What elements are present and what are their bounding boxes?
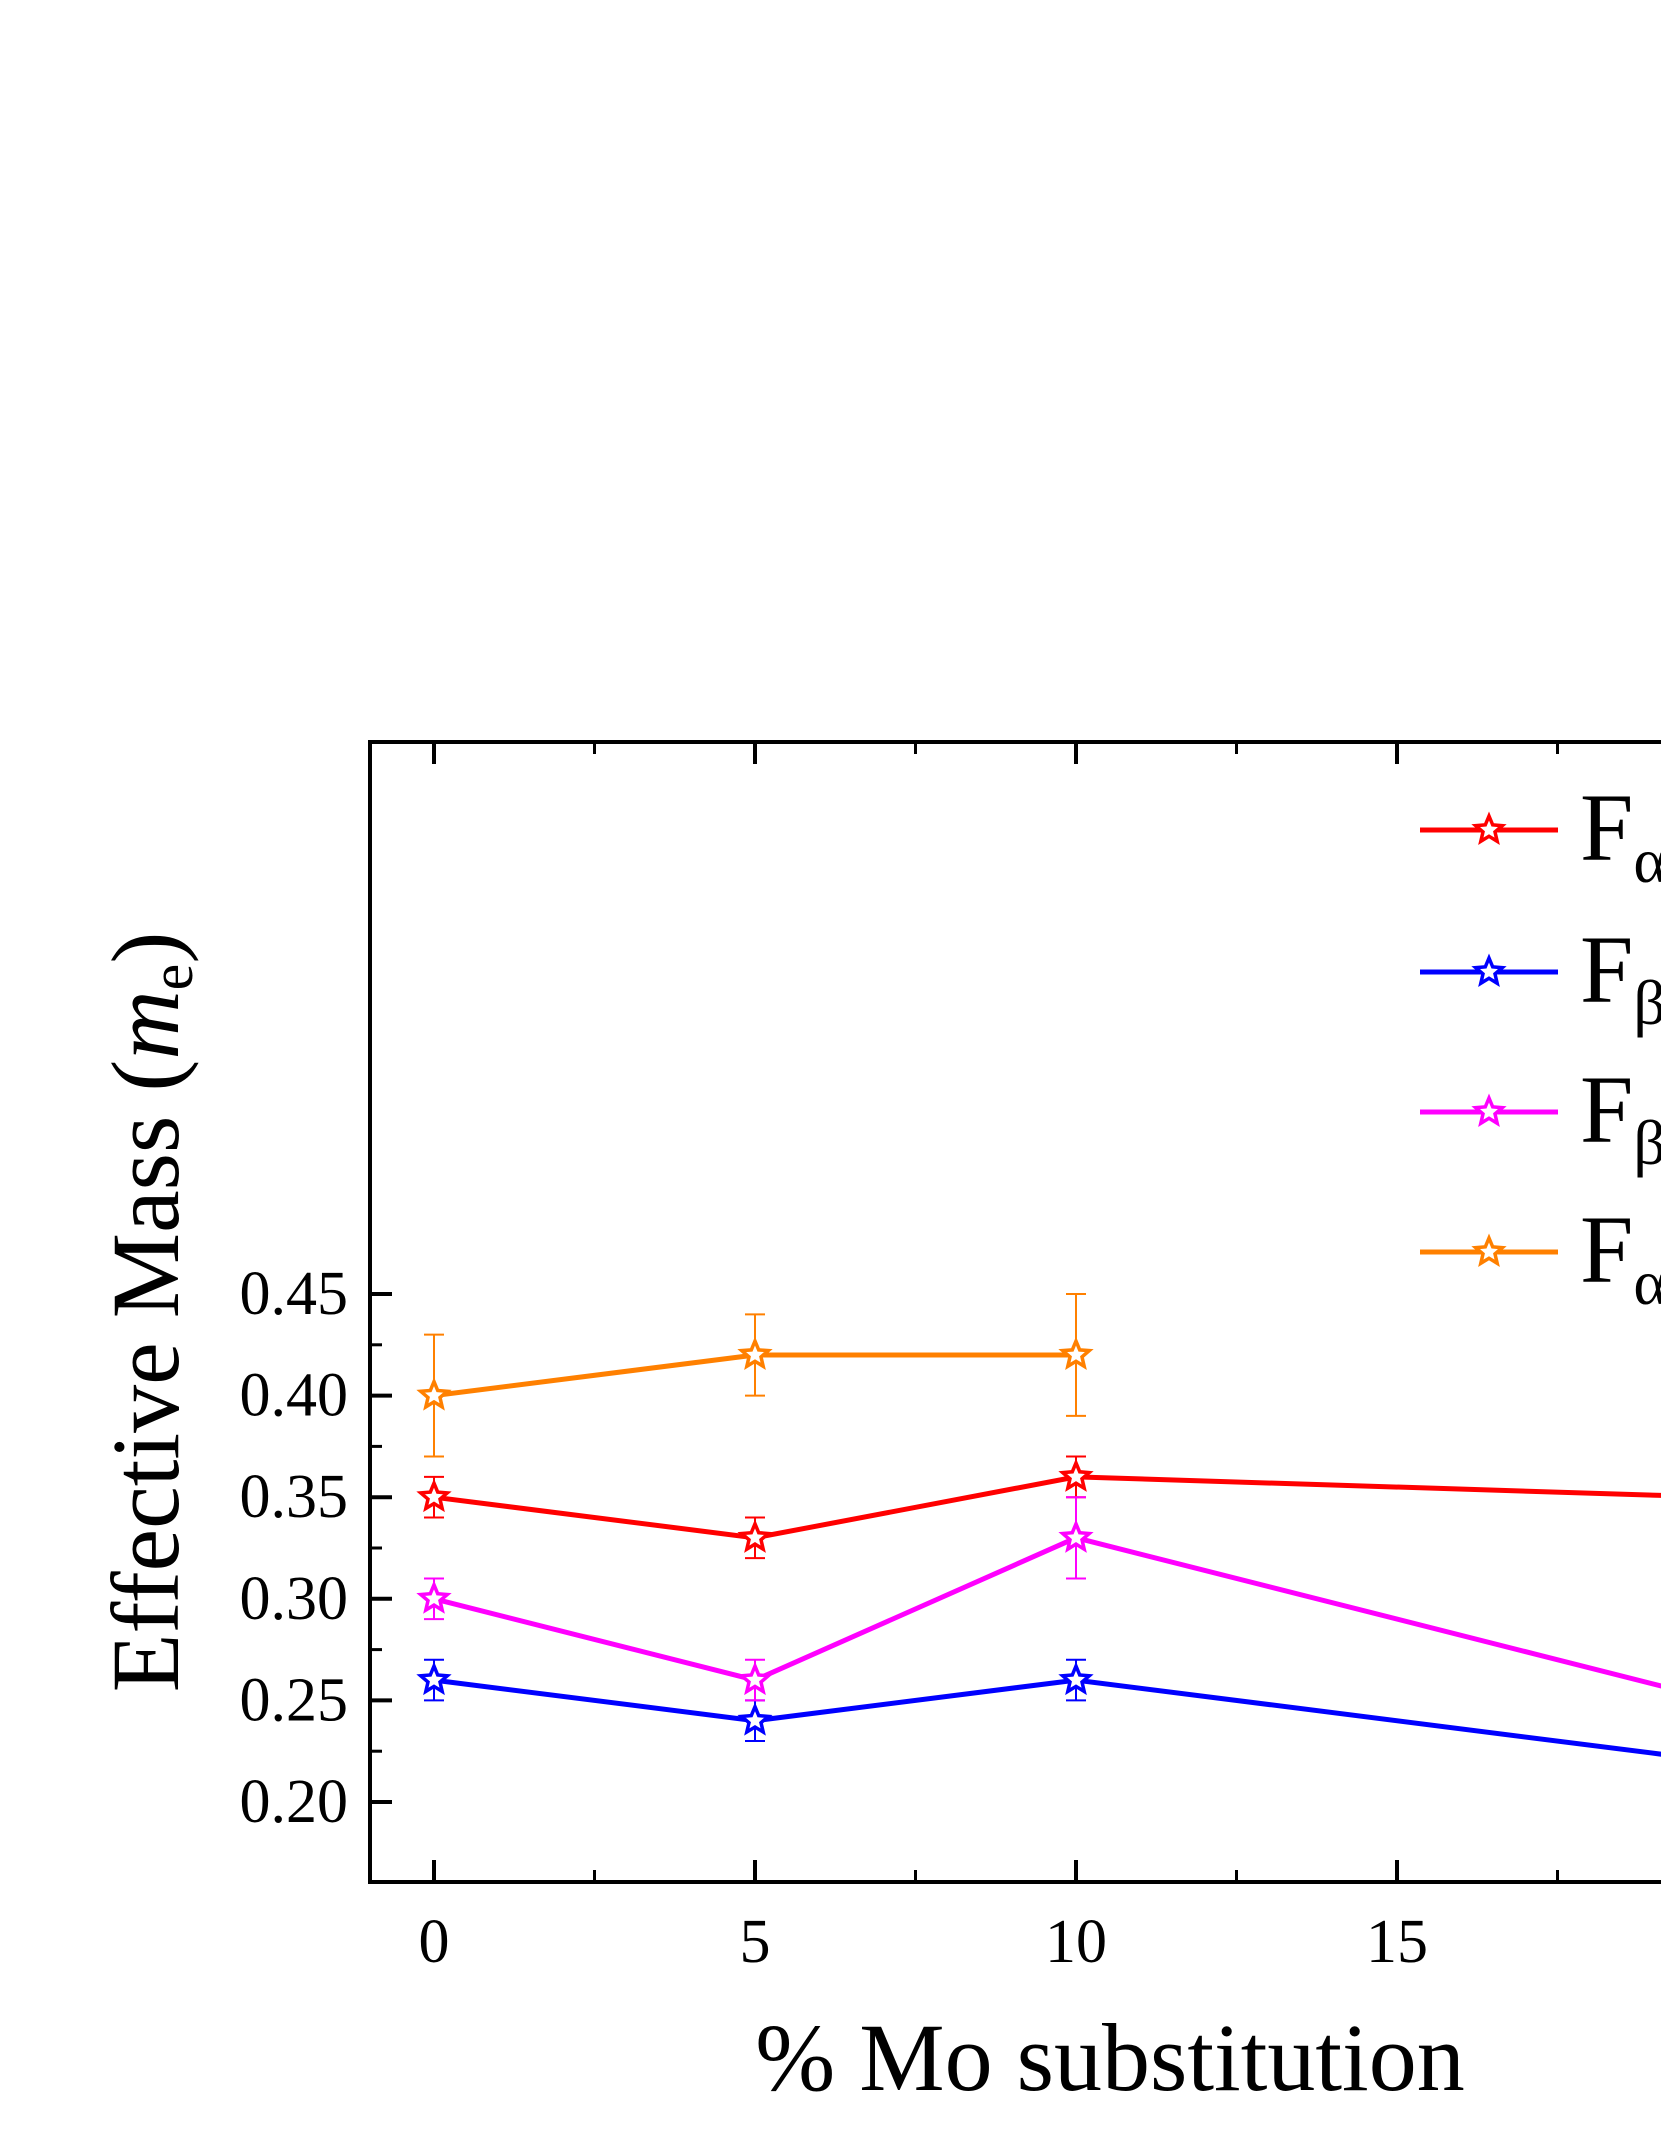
legend-label: Fα <box>1580 1196 1661 1318</box>
series-2 <box>416 1658 1661 1757</box>
x-tick-label: 0 <box>419 1908 450 1976</box>
series-line <box>433 1535 1661 1689</box>
y-axis-label-end: ) <box>92 932 199 964</box>
x-axis: 0 5 10 15 <box>419 742 1559 1976</box>
legend-label-sub: α <box>1633 1247 1661 1318</box>
y-tick-label: 0.35 <box>240 1463 349 1531</box>
y-axis: 0.20 0.25 0.30 0.35 0.40 0.45 <box>240 1260 392 1836</box>
legend-label-sub: α <box>1633 825 1661 896</box>
series-line <box>433 1474 1661 1541</box>
series-4 <box>416 1293 1094 1458</box>
data-point <box>737 1519 773 1553</box>
x-axis-label: % Mo substitution <box>755 2004 1464 2111</box>
legend-label: Fβ <box>1580 916 1661 1038</box>
y-tick-label: 0.40 <box>240 1362 349 1430</box>
data-point <box>416 1661 452 1696</box>
x-tick-label: 5 <box>740 1908 771 1976</box>
plot-area <box>416 1293 1661 1757</box>
data-point <box>1058 1336 1094 1370</box>
y-axis-label-sub: e <box>139 964 205 991</box>
y-axis-label-main: Effective Mass ( <box>92 1060 199 1693</box>
series-3 <box>416 1496 1661 1702</box>
y-tick-label: 0.30 <box>240 1565 349 1633</box>
y-tick-label: 0.45 <box>240 1260 349 1328</box>
data-point <box>737 1702 773 1736</box>
legend-label-main: F <box>1580 916 1633 1023</box>
legend-label-sub: β <box>1633 967 1661 1038</box>
legend-marker <box>1471 953 1507 987</box>
axes-frame <box>368 740 1661 1884</box>
series-1 <box>416 1455 1661 1560</box>
legend-label: Fβ <box>1580 1056 1661 1178</box>
data-point <box>1058 1458 1094 1492</box>
y-axis-label-italic: m <box>92 990 199 1059</box>
y-tick-label: 0.20 <box>240 1768 349 1836</box>
data-point <box>737 1336 773 1370</box>
y-axis-label: Effective Mass (me) <box>92 932 205 1693</box>
legend-label-main: F <box>1580 1056 1633 1163</box>
x-tick-label: 15 <box>1366 1908 1428 1976</box>
data-point <box>416 1580 452 1614</box>
data-point <box>1058 1661 1094 1696</box>
data-point <box>416 1377 452 1411</box>
x-tick-label: 10 <box>1045 1908 1107 1976</box>
legend-label-main: F <box>1580 1196 1633 1303</box>
legend-label-main: F <box>1580 774 1633 881</box>
series-line <box>433 1677 1661 1757</box>
y-tick-label: 0.25 <box>240 1666 349 1734</box>
legend-marker <box>1471 1233 1507 1267</box>
data-point <box>1058 1519 1094 1553</box>
data-point <box>416 1478 452 1513</box>
legend-marker <box>1471 1093 1507 1127</box>
data-point <box>737 1661 773 1696</box>
legend-marker <box>1471 811 1507 845</box>
legend-label: Fα <box>1580 774 1661 896</box>
legend-label-sub: β <box>1633 1107 1661 1178</box>
